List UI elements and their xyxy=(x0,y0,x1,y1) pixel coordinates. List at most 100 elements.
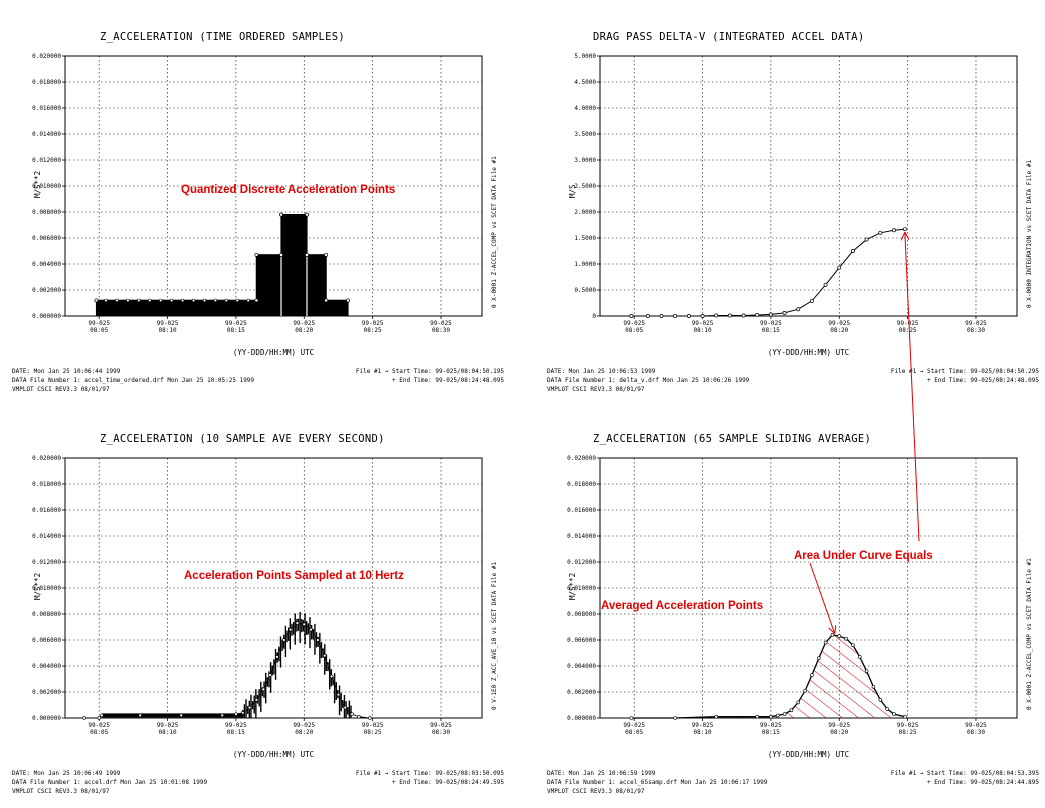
data-point-marker xyxy=(823,640,828,645)
y-tick-label: 0.020000 xyxy=(567,455,596,462)
y-tick-label: 2.5000 xyxy=(574,183,596,190)
data-point-marker xyxy=(220,713,224,718)
y-axis-label: M/S**2 xyxy=(33,573,42,600)
x-tick-label: 08:15 xyxy=(762,327,780,334)
footer-version: VMPLOT CSCI REV3.3 08/01/97 xyxy=(547,788,645,795)
x-tick-label: 99-025 xyxy=(623,320,645,327)
data-point-marker xyxy=(885,707,889,711)
data-point-marker xyxy=(844,636,848,641)
annotation-quantized: Quantized Discrete Acceleration Points xyxy=(181,184,395,196)
y-tick-label: 0.016000 xyxy=(32,105,61,112)
footer-end-time: + End Time: 99-025/08:24:48.095 xyxy=(392,377,504,384)
footer-date: DATE: Mon Jan 25 10:06:44 1999 xyxy=(12,368,121,375)
x-tick-label: 99-025 xyxy=(430,320,452,327)
data-point-marker xyxy=(323,653,327,658)
y-tick-label: 1.5000 xyxy=(574,235,596,242)
annotation-10hz: Acceleration Points Sampled at 10 Hertz xyxy=(184,570,404,582)
data-point-marker xyxy=(346,298,350,303)
data-point-marker xyxy=(851,643,855,647)
data-point-marker xyxy=(235,298,239,303)
data-point-marker xyxy=(357,715,361,719)
data-point-marker xyxy=(247,705,252,710)
data-point-marker xyxy=(100,713,104,718)
y-tick-label: 0.018000 xyxy=(567,481,596,488)
y-tick-label: 0.016000 xyxy=(32,507,61,514)
data-point-marker xyxy=(324,298,329,303)
data-point-marker xyxy=(94,298,99,303)
y-tick-label: 0.008000 xyxy=(567,611,596,618)
y-tick-label: 0.000000 xyxy=(567,715,596,722)
data-point-marker xyxy=(837,265,842,270)
right-side-label: 0 V-1E0 Z_ACC_AVE_10 vs SCET DATA File #… xyxy=(491,562,498,710)
y-tick-label: 0.012000 xyxy=(567,559,596,566)
y-tick-label: 2.0000 xyxy=(574,209,596,216)
data-point-marker xyxy=(295,621,300,625)
data-point-marker xyxy=(82,716,86,720)
data-point-marker xyxy=(629,716,634,720)
x-tick-label: 99-025 xyxy=(828,320,850,327)
data-point-marker xyxy=(700,314,705,318)
data-point-marker xyxy=(769,714,773,719)
y-tick-label: 0.020000 xyxy=(32,455,61,462)
data-point-marker xyxy=(254,698,259,702)
data-point-marker xyxy=(241,711,245,715)
data-point-marker xyxy=(104,298,108,303)
x-tick-label: 08:30 xyxy=(432,327,450,334)
y-axis-label: M/S xyxy=(568,184,577,198)
x-tick-label: 99-025 xyxy=(760,320,782,327)
data-point-marker xyxy=(336,692,341,697)
data-point-marker xyxy=(224,298,229,303)
y-tick-label: 0.012000 xyxy=(32,559,61,566)
x-tick-label: 99-025 xyxy=(88,320,110,327)
x-tick-label: 99-025 xyxy=(692,722,714,729)
data-point-marker xyxy=(279,252,283,257)
x-tick-label: 08:15 xyxy=(227,729,245,736)
chart-panel-1: Z_ACCELERATION (TIME ORDERED SAMPLES) 0.0… xyxy=(12,31,504,393)
data-point-marker xyxy=(673,314,678,318)
x-tick-label: 08:30 xyxy=(432,729,450,736)
data-point-marker xyxy=(261,687,265,692)
y-tick-label: 0.004000 xyxy=(32,261,61,268)
data-point-marker xyxy=(782,712,787,716)
data-point-marker xyxy=(645,314,650,318)
data-point-marker xyxy=(755,714,760,719)
x-axis-label: (YY-DDD/HH:MM) UTC xyxy=(768,750,849,759)
data-point-marker xyxy=(309,627,313,632)
data-point-marker xyxy=(180,298,185,303)
data-point-marker xyxy=(343,705,347,710)
data-point-marker xyxy=(302,622,306,627)
y-tick-label: 0.006000 xyxy=(567,637,596,644)
y-tick-label: 0.002000 xyxy=(32,287,61,294)
data-point-marker xyxy=(741,313,746,318)
x-tick-label: 99-025 xyxy=(157,722,179,729)
data-point-marker xyxy=(329,674,334,679)
data-point-marker xyxy=(796,700,801,705)
data-point-marker xyxy=(837,634,842,638)
data-point-marker xyxy=(714,313,719,318)
y-tick-label: 0.008000 xyxy=(32,611,61,618)
footer-file: DATA File Number 1: accel.drf Mon Jan 25… xyxy=(12,779,207,786)
chart-panel-2: DRAG PASS DELTA-V (INTEGRATED ACCEL DATA… xyxy=(547,31,1039,393)
data-point-marker xyxy=(169,298,174,303)
footer-start-time: File #1 → Start Time: 99-025/08:03:50.09… xyxy=(356,770,504,777)
footer-end-time: + End Time: 99-025/08:24:49.595 xyxy=(392,779,504,786)
data-point-marker xyxy=(714,714,719,719)
footer-end-time: + End Time: 99-025/08:24:48.095 xyxy=(927,377,1039,384)
right-side-label: 0 X-0001 Z-ACCEL_COMP vs SCET DATA File … xyxy=(1026,558,1033,710)
x-tick-label: 99-025 xyxy=(362,320,384,327)
data-point-marker xyxy=(816,656,821,661)
y-tick-label: 0.010000 xyxy=(32,585,61,592)
data-point-marker xyxy=(97,716,101,720)
footer-start-time: File #1 → Start Time: 99-025/08:04:50.19… xyxy=(356,368,504,375)
x-tick-label: 08:05 xyxy=(625,327,643,334)
right-side-label: 0 X-0001 Z-ACCEL_COMP vs SCET DATA File … xyxy=(491,156,498,308)
x-tick-label: 99-025 xyxy=(965,722,987,729)
y-tick-label: 3.0000 xyxy=(574,157,596,164)
footer-date: DATE: Mon Jan 25 10:06:49 1999 xyxy=(12,770,121,777)
y-tick-label: 0.000000 xyxy=(32,313,61,320)
y-tick-label: 0.010000 xyxy=(567,585,596,592)
x-tick-label: 08:30 xyxy=(967,729,985,736)
data-point-marker xyxy=(768,312,773,317)
data-point-marker xyxy=(305,212,309,217)
footer-version: VMPLOT CSCI REV3.3 08/01/97 xyxy=(12,386,110,393)
